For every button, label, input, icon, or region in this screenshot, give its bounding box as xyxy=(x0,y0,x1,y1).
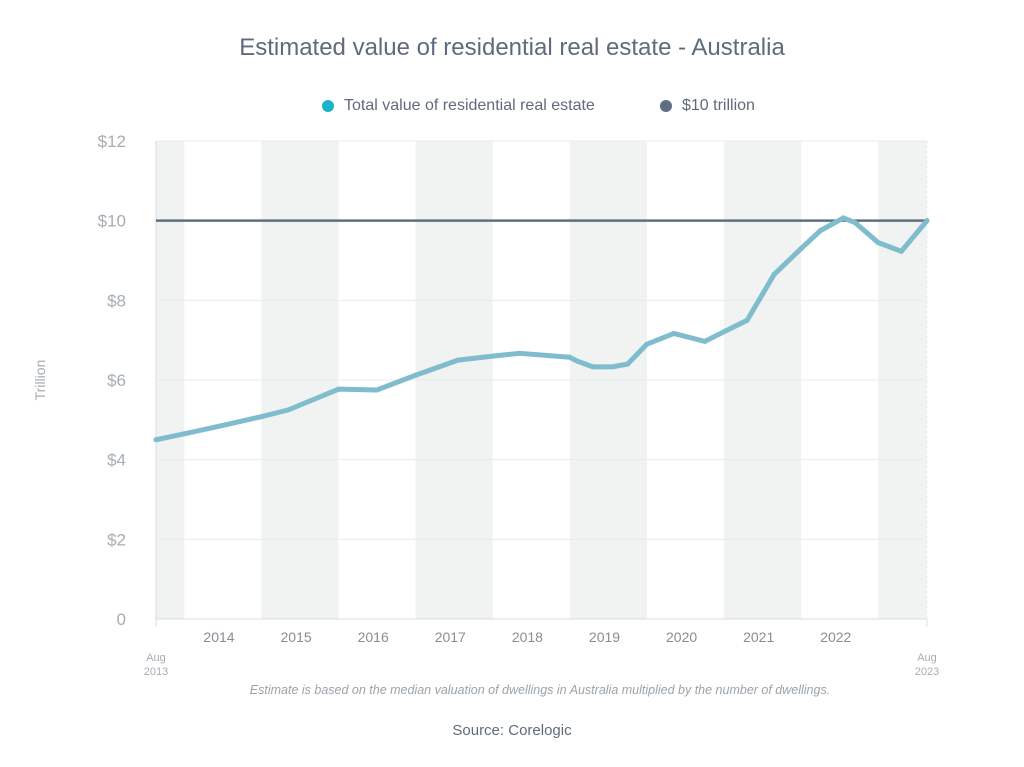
y-tick-label: $2 xyxy=(107,530,126,549)
data-point xyxy=(455,357,461,363)
data-point xyxy=(744,317,750,323)
data-point xyxy=(413,372,419,378)
x-edge-label-year: 2013 xyxy=(144,666,168,678)
x-tick-label: 2017 xyxy=(435,629,466,645)
y-tick-label: $12 xyxy=(98,132,126,151)
data-point xyxy=(898,248,904,254)
x-edge-label-year: 2023 xyxy=(915,666,939,678)
chart-title: Estimated value of residential real esta… xyxy=(239,34,785,61)
data-point xyxy=(771,271,777,277)
data-point xyxy=(590,364,596,370)
x-tick-label: 2022 xyxy=(820,629,851,645)
data-point xyxy=(517,350,523,356)
data-point xyxy=(374,387,380,393)
legend-label: Total value of residential real estate xyxy=(344,97,595,114)
data-point xyxy=(575,358,581,364)
data-point xyxy=(671,330,677,336)
data-point xyxy=(625,361,631,367)
x-tick-label: 2021 xyxy=(743,629,774,645)
chart-legend: Total value of residential real estate $… xyxy=(0,97,1024,119)
x-edge-label-month: Aug xyxy=(146,652,166,664)
data-point xyxy=(258,414,264,420)
data-point xyxy=(285,407,291,413)
data-point xyxy=(852,220,858,226)
data-point xyxy=(490,353,496,359)
data-point xyxy=(924,218,930,224)
y-tick-label: $4 xyxy=(107,451,126,470)
data-point xyxy=(798,246,804,252)
x-tick-label: 2019 xyxy=(589,629,620,645)
legend-dot-icon xyxy=(322,100,334,112)
data-point xyxy=(335,386,341,392)
y-axis-title: Trillion xyxy=(32,360,48,401)
x-tick-label: 2015 xyxy=(281,629,312,645)
legend-dot-icon xyxy=(660,100,672,112)
x-tick-label: 2016 xyxy=(358,629,389,645)
data-point xyxy=(567,354,573,360)
data-point xyxy=(817,228,823,234)
data-point xyxy=(224,422,230,428)
x-tick-label: 2018 xyxy=(512,629,543,645)
x-tick-label: 2014 xyxy=(203,629,234,645)
legend-item-total-value[interactable]: Total value of residential real estate xyxy=(322,97,595,115)
legend-item-10-trillion[interactable]: $10 trillion xyxy=(660,97,755,115)
data-point xyxy=(153,437,159,443)
data-point xyxy=(644,341,650,347)
y-tick-label: 0 xyxy=(117,610,126,629)
chart-footnote: Estimate is based on the median valuatio… xyxy=(249,683,831,697)
data-point xyxy=(609,364,615,370)
legend-label: $10 trillion xyxy=(682,97,755,114)
data-point xyxy=(875,240,881,246)
y-tick-label: $6 xyxy=(107,371,126,390)
data-point xyxy=(181,431,187,437)
x-edge-label-month: Aug xyxy=(917,652,937,664)
data-point xyxy=(702,338,708,344)
y-tick-label: $8 xyxy=(107,291,126,310)
series-line-total-value xyxy=(153,215,930,443)
data-point xyxy=(841,215,847,221)
x-tick-label: 2020 xyxy=(666,629,697,645)
y-tick-label: $10 xyxy=(98,212,126,231)
chart-source: Source: Corelogic xyxy=(452,722,572,739)
